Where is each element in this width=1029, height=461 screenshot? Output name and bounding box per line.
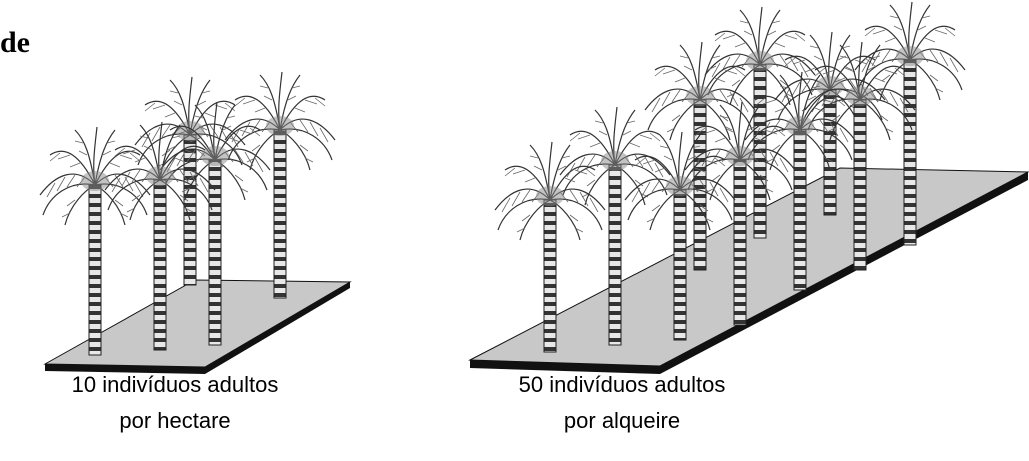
illustration: de 10 indivíduos adultos por hectare 50 … [0,0,1029,461]
trunk [89,185,101,355]
trunk [694,100,706,270]
trunk [734,160,746,325]
title: de [0,26,30,59]
trunk [544,200,556,352]
trunk [274,130,286,298]
trunk [794,130,806,290]
palm [225,72,335,298]
trunk [209,160,221,345]
trunk [824,90,836,215]
trunk [154,180,166,350]
caption: 10 indivíduos adultos [72,372,279,397]
caption: 50 indivíduos adultos [519,372,726,397]
trunk [754,65,766,238]
caption: por hectare [119,408,230,433]
trunk [674,190,686,340]
trunk [609,165,621,345]
caption: por alqueire [564,408,680,433]
trunk [904,60,916,245]
trunk [854,100,866,270]
